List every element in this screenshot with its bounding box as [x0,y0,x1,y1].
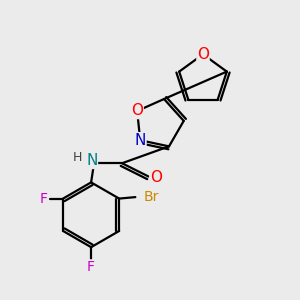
Text: O: O [150,170,162,185]
Text: N: N [134,133,146,148]
Text: O: O [131,103,143,118]
Text: F: F [39,192,47,206]
Text: O: O [197,47,209,62]
Text: Br: Br [144,190,159,204]
Text: N: N [86,153,98,168]
Text: F: F [87,260,95,274]
Text: H: H [73,151,83,164]
